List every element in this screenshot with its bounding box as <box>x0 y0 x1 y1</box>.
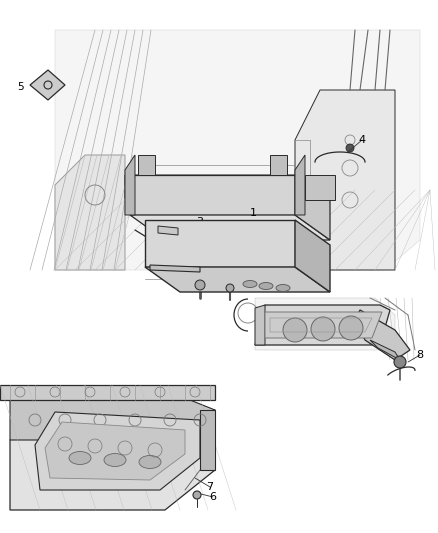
Ellipse shape <box>276 285 290 292</box>
Polygon shape <box>255 298 395 350</box>
Polygon shape <box>145 267 330 292</box>
Circle shape <box>226 284 234 292</box>
Circle shape <box>339 316 363 340</box>
Text: 4: 4 <box>358 135 366 145</box>
Polygon shape <box>55 30 420 270</box>
Polygon shape <box>150 265 200 272</box>
Polygon shape <box>370 340 400 360</box>
Polygon shape <box>130 215 330 240</box>
Polygon shape <box>295 155 305 215</box>
Text: 6: 6 <box>209 492 216 502</box>
Polygon shape <box>10 400 215 440</box>
Polygon shape <box>125 155 135 215</box>
Polygon shape <box>295 220 330 292</box>
Polygon shape <box>10 400 215 510</box>
Text: 5: 5 <box>17 82 23 92</box>
Text: 1: 1 <box>250 208 257 218</box>
Ellipse shape <box>104 454 126 466</box>
Polygon shape <box>265 312 382 338</box>
Polygon shape <box>125 175 335 198</box>
Ellipse shape <box>69 451 91 464</box>
Circle shape <box>346 144 354 152</box>
Text: 8: 8 <box>417 350 424 360</box>
Ellipse shape <box>139 456 161 469</box>
Polygon shape <box>30 70 65 100</box>
Polygon shape <box>145 220 295 267</box>
Polygon shape <box>130 175 295 215</box>
Ellipse shape <box>243 280 257 287</box>
Circle shape <box>394 356 406 368</box>
Polygon shape <box>0 385 215 400</box>
Circle shape <box>193 491 201 499</box>
Polygon shape <box>200 410 215 470</box>
Polygon shape <box>295 175 330 240</box>
Polygon shape <box>255 305 390 345</box>
Polygon shape <box>305 175 335 200</box>
Polygon shape <box>55 155 125 270</box>
Text: 7: 7 <box>206 482 214 492</box>
Circle shape <box>311 317 335 341</box>
Text: 3: 3 <box>197 217 204 227</box>
Polygon shape <box>35 412 200 490</box>
Text: 2: 2 <box>222 228 229 238</box>
Polygon shape <box>158 226 178 235</box>
Polygon shape <box>355 310 410 360</box>
Polygon shape <box>255 305 265 345</box>
Polygon shape <box>138 155 155 175</box>
Polygon shape <box>45 422 185 480</box>
Ellipse shape <box>259 282 273 289</box>
Polygon shape <box>295 90 395 270</box>
Circle shape <box>195 280 205 290</box>
Circle shape <box>283 318 307 342</box>
Polygon shape <box>270 155 287 175</box>
